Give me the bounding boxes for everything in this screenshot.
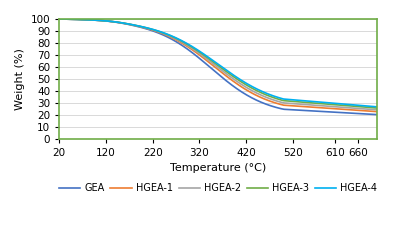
HGEA-2 [203, 56, 208, 59]
HGEA-3 [375, 107, 380, 110]
HGEA-4 [307, 100, 312, 103]
HGEA-3 [307, 101, 312, 104]
GEA [365, 113, 370, 116]
HGEA-4 [211, 60, 216, 62]
HGEA-3 [73, 18, 78, 21]
Legend: GEA, HGEA-1, HGEA-2, HGEA-3, HGEA-4: GEA, HGEA-1, HGEA-2, HGEA-3, HGEA-4 [55, 179, 381, 197]
HGEA-2 [375, 108, 380, 111]
GEA [211, 69, 216, 72]
HGEA-2 [366, 108, 370, 111]
GEA [366, 113, 370, 116]
GEA [57, 18, 62, 21]
Line: HGEA-3: HGEA-3 [59, 19, 377, 108]
HGEA-3 [203, 55, 208, 58]
HGEA-1 [203, 58, 208, 61]
X-axis label: Temperature (°C): Temperature (°C) [170, 163, 266, 173]
HGEA-4 [366, 105, 370, 108]
HGEA-1 [375, 110, 380, 113]
GEA [375, 113, 380, 116]
HGEA-1 [307, 106, 312, 109]
HGEA-4 [375, 105, 380, 108]
HGEA-4 [73, 18, 78, 21]
HGEA-2 [365, 108, 370, 110]
GEA [307, 109, 312, 112]
HGEA-4 [203, 54, 208, 57]
HGEA-1 [57, 18, 62, 21]
HGEA-3 [366, 106, 370, 109]
HGEA-1 [211, 65, 216, 68]
HGEA-4 [57, 18, 62, 21]
HGEA-2 [307, 103, 312, 106]
Y-axis label: Weight (%): Weight (%) [15, 48, 25, 110]
HGEA-4 [365, 105, 370, 108]
HGEA-2 [211, 63, 216, 66]
Line: HGEA-1: HGEA-1 [59, 19, 377, 112]
HGEA-3 [211, 61, 216, 64]
HGEA-3 [57, 18, 62, 21]
HGEA-3 [365, 106, 370, 109]
HGEA-1 [366, 110, 370, 112]
HGEA-1 [73, 18, 78, 21]
Line: HGEA-2: HGEA-2 [59, 19, 377, 110]
Line: GEA: GEA [59, 19, 377, 115]
HGEA-2 [73, 18, 78, 21]
GEA [73, 18, 78, 21]
HGEA-2 [57, 18, 62, 21]
GEA [203, 62, 208, 65]
HGEA-1 [365, 110, 370, 112]
Line: HGEA-4: HGEA-4 [59, 19, 377, 107]
